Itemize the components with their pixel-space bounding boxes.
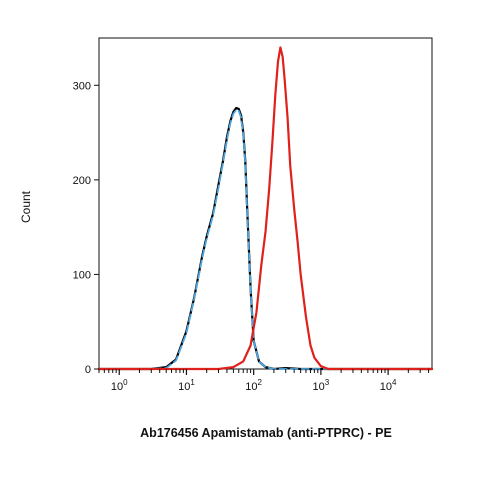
x-axis-ticks: 100 101 102 103 104	[98, 369, 430, 393]
y-axis-title: Count	[19, 190, 33, 223]
x-tick-label: 101	[178, 378, 195, 393]
series-layer	[97, 46, 434, 371]
x-tick-label: 102	[245, 378, 262, 393]
y-axis-ticks: 0 100 200 300	[73, 80, 99, 376]
y-tick-label: 300	[73, 80, 91, 92]
x-tick-label: 104	[380, 378, 397, 393]
y-tick-label: 100	[73, 269, 91, 281]
series-line-3	[97, 46, 434, 371]
x-tick-label: 103	[313, 378, 330, 393]
y-tick-label: 0	[85, 364, 91, 376]
plot-frame	[98, 37, 433, 370]
x-tick-label: 100	[111, 378, 128, 393]
plot-border	[98, 37, 433, 370]
y-tick-label: 200	[73, 175, 91, 187]
x-axis-title: Ab176456 Apamistamab (anti-PTPRC) - PE	[140, 426, 392, 440]
series-line-2	[98, 108, 433, 370]
